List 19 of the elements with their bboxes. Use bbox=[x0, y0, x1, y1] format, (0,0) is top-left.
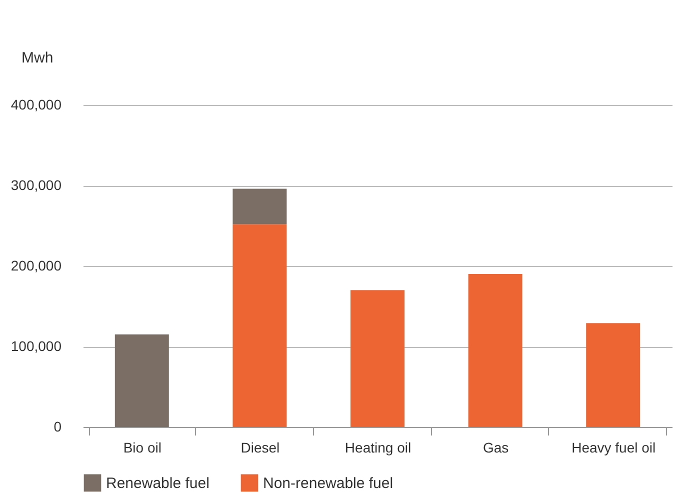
bar bbox=[350, 290, 404, 427]
bar bbox=[232, 188, 287, 224]
bar bbox=[468, 274, 522, 427]
x-tick-label: Diesel bbox=[240, 440, 280, 456]
y-tick-label: 100,000 bbox=[10, 338, 62, 354]
y-tick-label: 0 bbox=[54, 418, 62, 434]
legend-label: Non-renewable fuel bbox=[263, 474, 394, 492]
x-tick-label: Heavy fuel oil bbox=[572, 440, 656, 456]
y-tick-label: 400,000 bbox=[10, 96, 62, 112]
y-axis-title: Mwh bbox=[22, 50, 54, 66]
legend-label: Renewable fuel bbox=[106, 474, 210, 492]
bar bbox=[114, 334, 169, 427]
x-tick-label: Bio oil bbox=[123, 440, 162, 456]
bar bbox=[586, 323, 640, 427]
y-tick-label: 300,000 bbox=[10, 177, 62, 193]
x-tick-label: Gas bbox=[482, 440, 509, 456]
y-tick-label: 200,000 bbox=[10, 258, 62, 274]
x-tick-label: Heating oil bbox=[344, 440, 412, 456]
bar bbox=[232, 224, 287, 427]
